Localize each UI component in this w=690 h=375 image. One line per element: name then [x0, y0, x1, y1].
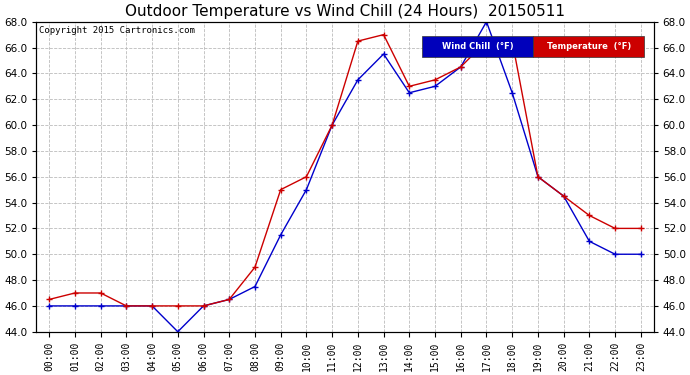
FancyBboxPatch shape	[422, 36, 533, 57]
Text: Copyright 2015 Cartronics.com: Copyright 2015 Cartronics.com	[39, 26, 195, 35]
Text: Temperature  (°F): Temperature (°F)	[546, 42, 631, 51]
FancyBboxPatch shape	[533, 36, 644, 57]
Title: Outdoor Temperature vs Wind Chill (24 Hours)  20150511: Outdoor Temperature vs Wind Chill (24 Ho…	[125, 4, 565, 19]
Text: Wind Chill  (°F): Wind Chill (°F)	[442, 42, 513, 51]
